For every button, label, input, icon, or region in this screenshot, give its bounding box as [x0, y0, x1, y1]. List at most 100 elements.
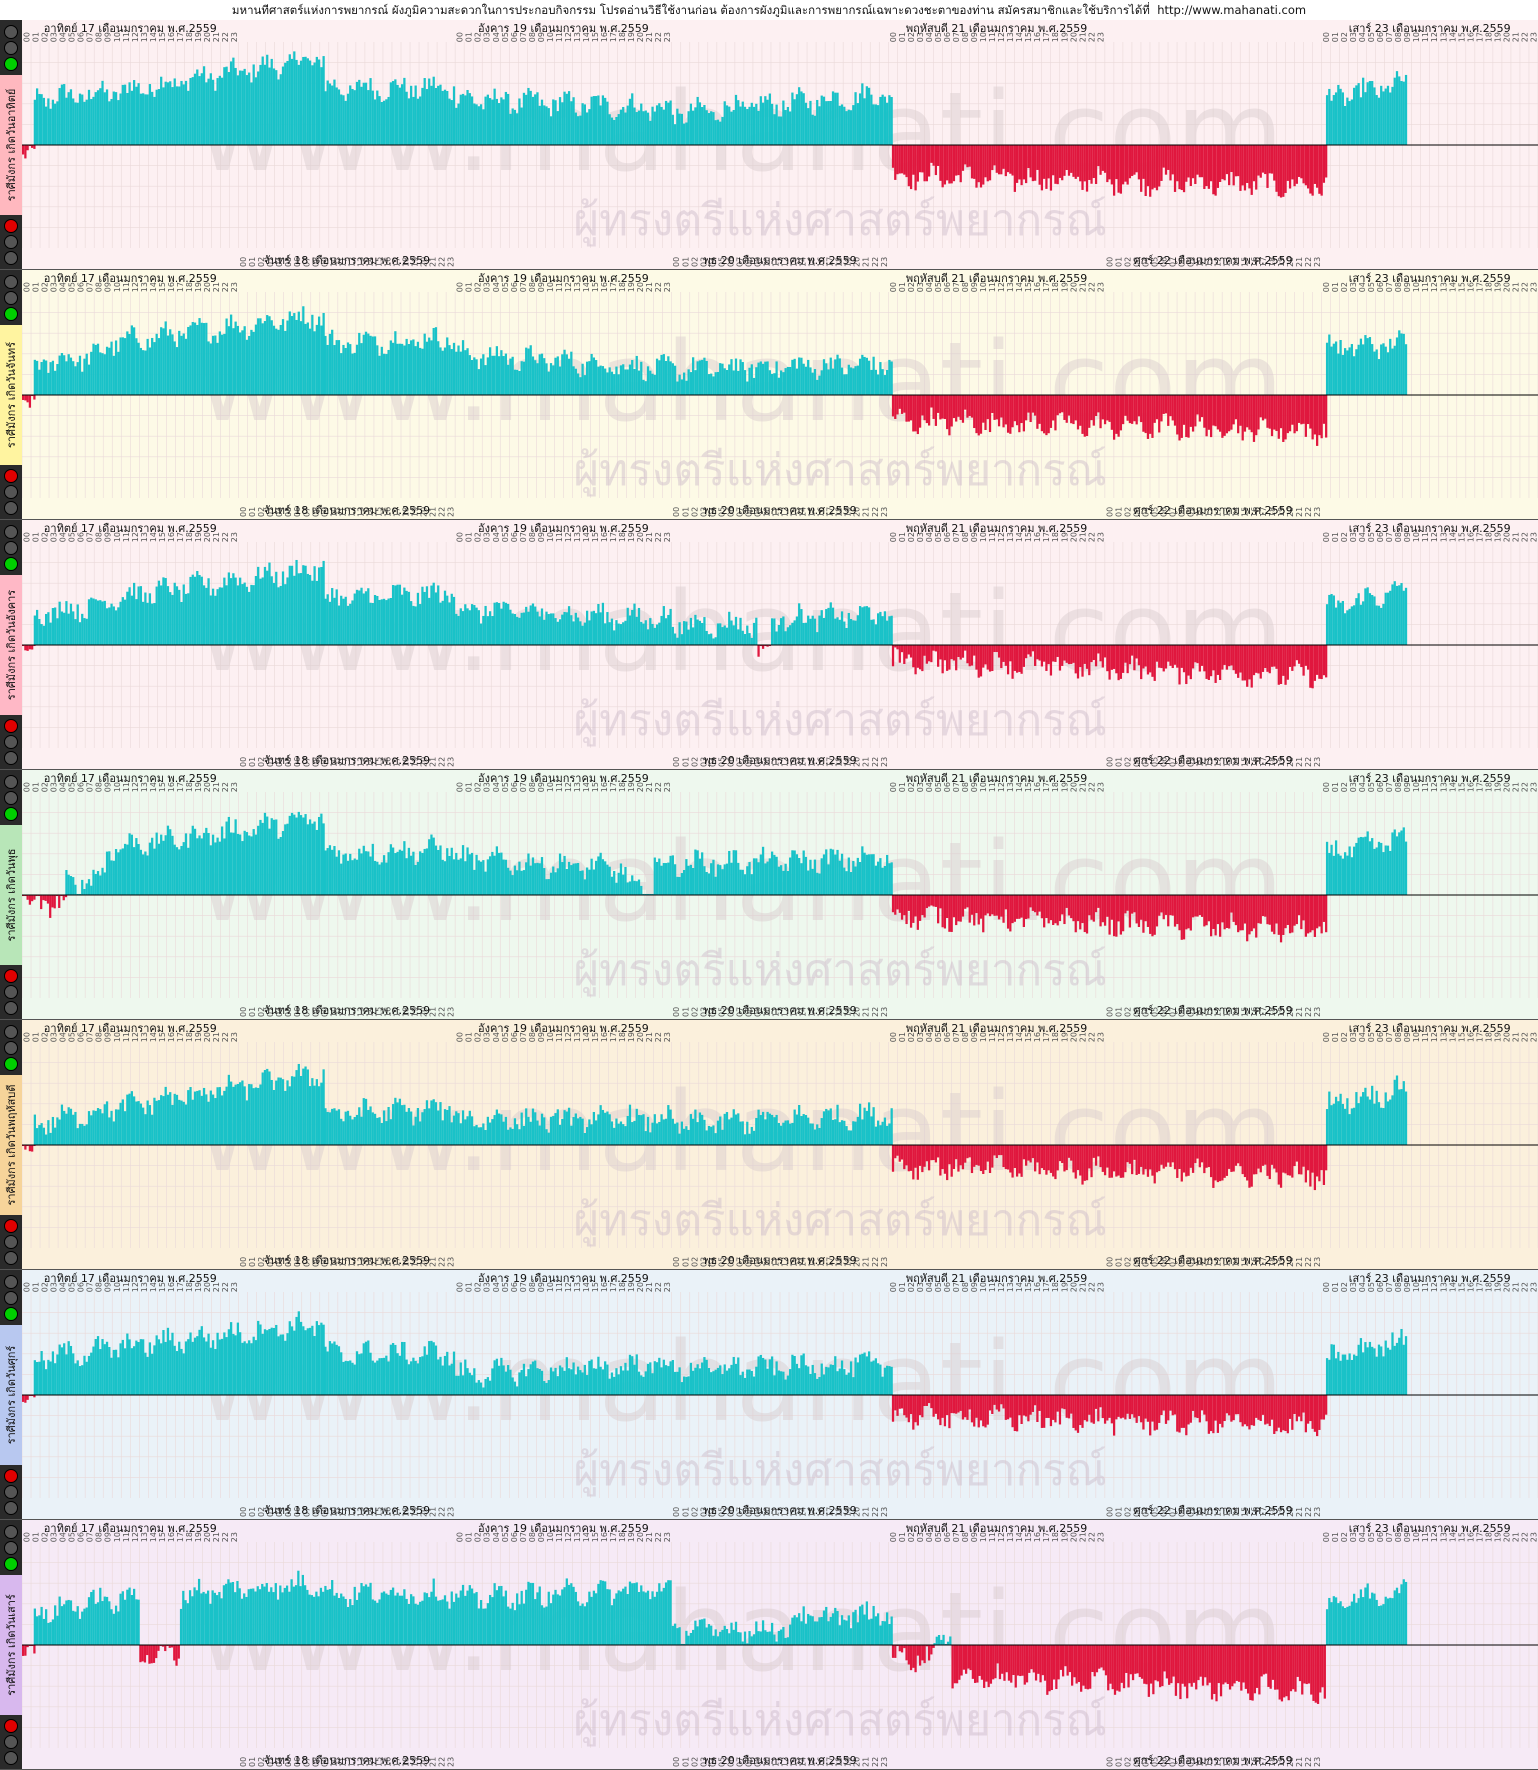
- bar-positive: [507, 364, 510, 395]
- bar-positive: [33, 99, 36, 145]
- bar-positive: [344, 348, 347, 395]
- bar-negative: [941, 645, 944, 674]
- bar-negative: [1137, 145, 1141, 180]
- bar-positive: [491, 355, 494, 395]
- hour-tick-label: 21: [212, 532, 221, 542]
- hour-tick-label: 06: [510, 782, 519, 792]
- bar-positive: [78, 1123, 82, 1145]
- bar-negative: [33, 645, 36, 647]
- bar-positive: [595, 1120, 598, 1145]
- bar-negative: [995, 1145, 998, 1158]
- bar-positive: [272, 819, 276, 895]
- bar-positive: [164, 1086, 167, 1145]
- bar-positive: [83, 1125, 86, 1145]
- hour-tick-label: 19: [627, 282, 636, 292]
- bar-positive: [507, 867, 510, 895]
- bar-negative: [961, 895, 965, 917]
- bar-positive: [284, 1090, 287, 1145]
- bar-positive: [646, 629, 650, 645]
- bar-negative: [916, 145, 919, 182]
- bar-negative: [1228, 1145, 1231, 1169]
- bar-positive: [786, 871, 790, 895]
- bar-negative: [961, 645, 965, 658]
- hour-tick-label: 05: [501, 1032, 510, 1042]
- bar-negative: [1022, 645, 1025, 667]
- hour-tick-label: 14: [1232, 757, 1241, 767]
- lamp-bad-3: [4, 751, 18, 765]
- bar-positive: [468, 355, 471, 395]
- bar-negative: [1151, 895, 1154, 937]
- bar-negative: [1092, 145, 1095, 179]
- hour-tick-label: 11: [771, 507, 780, 517]
- bar-positive: [137, 83, 140, 145]
- hour-tick-label: 17: [1259, 757, 1268, 767]
- bar-negative: [1212, 1145, 1215, 1188]
- bar-positive: [802, 1114, 805, 1145]
- bar-positive: [277, 79, 280, 145]
- bar-positive: [829, 357, 832, 395]
- hour-tick-label: 23: [880, 257, 889, 267]
- bar-positive: [509, 609, 512, 645]
- hour-tick-label: 15: [1024, 1032, 1033, 1042]
- bar-negative: [968, 1145, 971, 1158]
- bar-positive: [78, 355, 82, 395]
- bar-negative: [1275, 145, 1278, 192]
- bar-negative: [1110, 1145, 1113, 1178]
- bar-negative: [905, 645, 908, 659]
- hour-tick-label: 00: [889, 1032, 898, 1042]
- hour-tick-label: 17: [826, 1257, 835, 1267]
- bar-positive: [730, 862, 733, 895]
- bar-positive: [547, 1132, 550, 1145]
- bar-positive: [268, 1071, 271, 1145]
- hour-tick-label: 21: [1078, 32, 1087, 42]
- bar-positive: [556, 868, 559, 895]
- hour-tick-label: 20: [420, 1257, 429, 1267]
- bar-negative: [1024, 1145, 1028, 1166]
- bar-positive: [403, 1104, 406, 1145]
- hour-tick-label: 22: [871, 1257, 880, 1267]
- bar-positive: [302, 306, 305, 395]
- bar-positive: [669, 100, 672, 145]
- bar-negative: [1088, 1145, 1091, 1169]
- bar-positive: [67, 874, 70, 895]
- bar-negative: [1011, 1145, 1014, 1178]
- watermark-thai: ผู้ทรงตรีแห่งศาสตร์พยากรณ์: [573, 1195, 1106, 1247]
- bar-positive: [434, 1102, 438, 1145]
- bar-negative: [1092, 395, 1095, 426]
- bar-positive: [299, 1075, 303, 1145]
- bar-positive: [667, 356, 670, 395]
- bar-negative: [943, 145, 947, 185]
- hour-tick-label: 06: [726, 507, 735, 517]
- bar-positive: [500, 1114, 503, 1145]
- bar-positive: [110, 603, 113, 645]
- hour-tick-label: 09: [1403, 1032, 1412, 1042]
- hour-tick-label: 16: [817, 1257, 826, 1267]
- hour-tick-label: 12: [1214, 257, 1223, 267]
- bar-negative: [1002, 895, 1005, 923]
- bar-negative: [1006, 645, 1010, 675]
- hour-tick-label: 19: [411, 1007, 420, 1017]
- bar-negative: [1070, 145, 1073, 173]
- bar-positive: [737, 1113, 740, 1145]
- hour-tick-label: 06: [1160, 1257, 1169, 1267]
- bar-negative: [1207, 395, 1210, 430]
- bar-positive: [326, 594, 329, 645]
- bar-positive: [227, 816, 230, 895]
- bar-negative: [898, 1145, 901, 1162]
- bar-negative: [1318, 395, 1321, 436]
- hour-tick-label: 10: [1196, 507, 1205, 517]
- bar-positive: [65, 97, 68, 145]
- bar-negative: [993, 395, 996, 420]
- bar-negative: [1205, 1145, 1208, 1168]
- lamp-bad-1: [4, 719, 18, 733]
- bar-negative: [1234, 645, 1238, 674]
- bar-positive: [502, 601, 505, 645]
- bar-positive: [236, 833, 240, 895]
- bar-negative: [1241, 895, 1244, 931]
- hour-tick-label: 16: [1466, 782, 1475, 792]
- hour-tick-label: 06: [77, 1032, 86, 1042]
- bar-positive: [380, 862, 383, 895]
- bar-positive: [464, 1119, 467, 1145]
- bar-positive: [1328, 88, 1331, 145]
- bar-negative: [1182, 145, 1186, 193]
